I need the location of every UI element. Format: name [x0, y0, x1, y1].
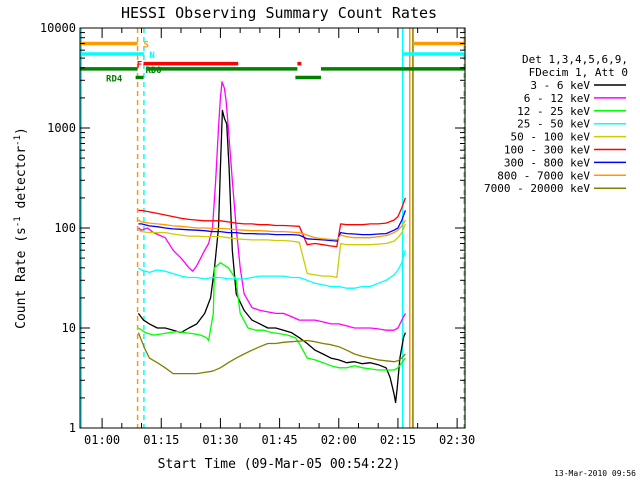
flag-label: N — [149, 51, 154, 61]
y-tick-label: 10 — [62, 321, 76, 335]
legend-entry-label: 6 - 12 keV — [524, 92, 591, 105]
y-axis-label-part: ) — [14, 127, 29, 135]
y-tick-label: 1 — [69, 421, 76, 435]
series-line — [138, 219, 406, 241]
series-line — [138, 197, 407, 248]
legend-entry-label: 25 - 50 keV — [517, 118, 590, 131]
x-tick-label: 01:30 — [202, 433, 238, 447]
legend-header-line: Det 1,3,4,5,6,9, — [522, 53, 628, 66]
x-tick-label: 01:15 — [143, 433, 179, 447]
y-axis-label-part: Count Rate (s — [14, 227, 29, 329]
series-line — [138, 81, 406, 331]
y-axis-label-exponent: -1 — [13, 216, 23, 227]
legend-entry-label: 50 - 100 keV — [511, 131, 591, 144]
x-tick-label: 01:45 — [262, 433, 298, 447]
legend-header-line: FDecim 1, Att 0 — [529, 66, 628, 79]
legend: Det 1,3,4,5,6,9, FDecim 1, Att 0 3 - 6 k… — [484, 53, 628, 195]
y-axis-label-exponent: -1 — [13, 135, 23, 146]
flag-label: S — [144, 40, 149, 50]
y-tick-label: 100 — [54, 221, 76, 235]
series-line — [137, 109, 407, 404]
x-tick-label: 02:00 — [321, 433, 357, 447]
flag-label: F — [137, 61, 142, 71]
x-tick-label: 02:30 — [439, 433, 475, 447]
legend-entry-label: 100 - 300 keV — [504, 144, 590, 157]
legend-entry-label: 300 - 800 keV — [504, 156, 590, 169]
legend-entry-label: 12 - 25 keV — [517, 105, 590, 118]
y-tick-label: 10000 — [40, 21, 76, 35]
series-lines — [137, 81, 407, 404]
series-line — [138, 210, 407, 242]
x-axis-ticks: 01:00 01:15 01:30 01:45 02:00 02:15 02:30 — [84, 28, 475, 447]
legend-entry-label: 7000 - 20000 keV — [484, 182, 590, 195]
flag-label: RD0 — [145, 66, 161, 76]
flag-label: RD4 — [106, 74, 123, 84]
legend-entry-label: 3 - 6 keV — [530, 79, 590, 92]
y-tick-label: 1000 — [47, 121, 76, 135]
series-line — [138, 223, 407, 279]
series-line — [137, 332, 406, 375]
x-tick-label: 01:00 — [84, 433, 120, 447]
series-line — [138, 262, 406, 371]
y-axis-ticks: 1 10 100 1000 10000 — [40, 21, 465, 435]
legend-entry-label: 800 - 7000 keV — [497, 169, 590, 182]
series-line — [138, 250, 407, 289]
x-tick-label: 02:15 — [380, 433, 416, 447]
y-axis-label: Count Rate (s-1 detector-1) — [13, 127, 29, 329]
chart-title: HESSI Observing Summary Count Rates — [121, 4, 437, 22]
y-axis-label-part: detector — [14, 146, 29, 217]
x-axis-label: Start Time (09-Mar-05 00:54:22) — [158, 457, 401, 472]
generation-timestamp: 13-Mar-2010 09:56 — [554, 469, 636, 478]
